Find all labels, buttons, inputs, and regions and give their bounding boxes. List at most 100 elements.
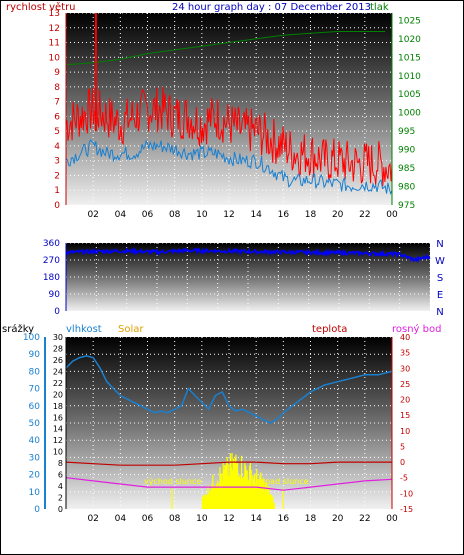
pressure-y-tick-label: 985 (398, 164, 415, 174)
compass-tick-label: N (436, 239, 443, 250)
solar-bar (258, 480, 260, 509)
pressure-y-tick-label: 975 (398, 201, 415, 211)
wind-y-tick-label: 0 (54, 201, 60, 211)
compass-tick-label: S (437, 273, 443, 284)
climate-x-tick-label: 18 (305, 514, 317, 524)
solar-bar (257, 479, 259, 509)
solar-bar (205, 495, 207, 509)
solar-bar (252, 475, 254, 509)
temperature-y-tick-label: 20 (400, 396, 410, 405)
wind-y-tick-label: 3 (54, 157, 60, 167)
solar-label: Solar (118, 324, 144, 335)
solar-bar (229, 475, 231, 509)
solar-bar (201, 496, 203, 509)
temperature-y-tick-label: 35 (400, 349, 410, 358)
solar-bar (213, 485, 215, 509)
sunset-annotation: západ slunce (256, 477, 309, 486)
solar-bar (239, 474, 241, 509)
solar-y-tick-label: 2 (58, 494, 63, 503)
solar-bar (243, 476, 245, 509)
solar-bar (220, 473, 222, 509)
rain-y-tick-label: 20 (29, 471, 41, 481)
solar-y-tick-label: 12 (53, 436, 63, 445)
wind-panel-series (65, 13, 393, 195)
solar-bar (257, 487, 259, 509)
wind-panel-grid (66, 12, 393, 206)
climate-x-tick-label: 02 (87, 514, 98, 524)
direction-y-tick-label: 180 (43, 273, 60, 283)
wind-direction-line (65, 246, 431, 263)
solar-bar (273, 502, 275, 509)
solar-bar (241, 455, 243, 509)
solar-bar (245, 470, 247, 509)
solar-bar (240, 478, 242, 509)
pressure-y-tick-label: 1000 (398, 109, 421, 119)
solar-bar (222, 461, 224, 509)
solar-y-tick-label: 24 (53, 367, 63, 376)
compass-tick-label: N (436, 307, 443, 318)
rain-y-tick-label: 80 (29, 367, 41, 377)
direction-panel-grid (66, 242, 431, 312)
temperature-line (65, 461, 392, 466)
solar-bar (255, 473, 257, 509)
solar-bar (221, 473, 223, 509)
solar-bar (203, 494, 205, 509)
temperature-label: teplota (312, 324, 347, 335)
wind-y-tick-label: 8 (54, 83, 60, 93)
climate-x-tick-label: 14 (250, 514, 262, 524)
solar-bar (232, 470, 234, 509)
wind-speed-label: rychlost větru (6, 1, 76, 13)
climate-x-tick-label: 20 (332, 514, 344, 524)
solar-bar (235, 454, 237, 509)
solar-bar (214, 486, 216, 509)
pressure-y-tick-label: 995 (398, 127, 415, 137)
solar-y-tick-label: 20 (53, 390, 63, 399)
solar-y-tick-label: 0 (58, 505, 63, 514)
solar-bar (267, 489, 269, 509)
wind-x-tick-label: 20 (332, 210, 344, 220)
pressure-line (65, 31, 386, 66)
page-title: 24 hour graph day : 07 December 2013 (172, 2, 371, 13)
solar-y-tick-label: 30 (53, 333, 63, 342)
solar-bar (231, 453, 233, 509)
temperature-y-tick-label: 30 (400, 364, 410, 373)
climate-x-tick-label: 08 (169, 514, 181, 524)
solar-bar (248, 479, 250, 509)
solar-bar (234, 457, 236, 509)
rain-y-tick-label: 0 (34, 505, 40, 515)
rain-y-tick-label: 90 (29, 350, 41, 360)
rain-y-tick-label: 10 (29, 488, 41, 498)
wind-y-tick-label: 2 (54, 171, 60, 181)
solar-bar (264, 492, 266, 509)
climate-x-tick-label: 22 (359, 514, 370, 524)
solar-bar (246, 470, 248, 509)
solar-bar (221, 480, 223, 509)
wind-y-tick-label: 11 (49, 39, 60, 49)
rain-y-tick-label: 30 (29, 453, 41, 463)
wind-y-tick-label: 4 (54, 142, 60, 152)
wind-x-tick-label: 00 (386, 210, 398, 220)
solar-y-tick-label: 8 (58, 459, 63, 468)
rain-y-tick-label: 100 (23, 333, 40, 343)
solar-bar (254, 483, 256, 509)
solar-bar (259, 475, 261, 509)
solar-bar (233, 462, 235, 509)
solar-bar (262, 479, 264, 509)
solar-bar (218, 482, 220, 509)
compass-tick-label: W (435, 256, 445, 267)
solar-bar (209, 494, 211, 509)
wind-x-tick-label: 06 (142, 210, 154, 220)
solar-bar (205, 498, 207, 509)
wind-y-tick-label: 7 (54, 98, 60, 108)
solar-bar (256, 469, 258, 509)
solar-bar (251, 485, 253, 509)
wind-y-tick-label: 9 (54, 68, 60, 78)
solar-bar (207, 485, 209, 509)
solar-bar (208, 491, 210, 509)
climate-x-tick-label: 12 (223, 514, 234, 524)
solar-bar (273, 503, 275, 509)
temperature-y-tick-label: 0 (400, 458, 405, 467)
solar-bar (229, 453, 231, 509)
solar-bar (202, 496, 204, 509)
